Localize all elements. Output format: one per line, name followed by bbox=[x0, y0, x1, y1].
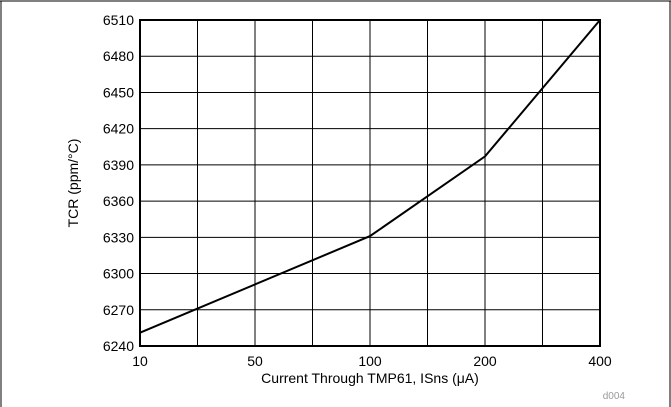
x-tick-label: 50 bbox=[247, 353, 263, 369]
y-tick-label: 6450 bbox=[103, 84, 134, 100]
y-tick-label: 6420 bbox=[103, 121, 134, 137]
x-tick-labels: 10 50 100 200 400 bbox=[132, 353, 612, 369]
y-tick-labels: 6240 6270 6300 6330 6360 6390 6420 6450 6480 6510 bbox=[103, 12, 134, 354]
y-tick-label: 6510 bbox=[103, 12, 134, 28]
y-tick-label: 6240 bbox=[103, 338, 134, 354]
y-tick-label: 6300 bbox=[103, 266, 134, 282]
y-tick-label: 6330 bbox=[103, 229, 134, 245]
plot-frame bbox=[139, 19, 601, 347]
x-axis-title: Current Through TMP61, ISns (μA) bbox=[261, 370, 479, 386]
series-line bbox=[139, 19, 601, 334]
x-tick-label: 100 bbox=[358, 353, 382, 369]
grid-lines bbox=[140, 20, 600, 346]
y-tick-label: 6360 bbox=[103, 193, 134, 209]
y-tick-label: 6480 bbox=[103, 48, 134, 64]
y-tick-label: 6270 bbox=[103, 302, 134, 318]
y-tick-label: 6390 bbox=[103, 157, 134, 173]
x-tick-label: 200 bbox=[473, 353, 497, 369]
figure-code: d004 bbox=[603, 391, 626, 402]
x-tick-label: 10 bbox=[132, 353, 148, 369]
x-tick-label: 400 bbox=[588, 353, 612, 369]
y-axis-title: TCR (ppm/°C) bbox=[65, 139, 81, 228]
